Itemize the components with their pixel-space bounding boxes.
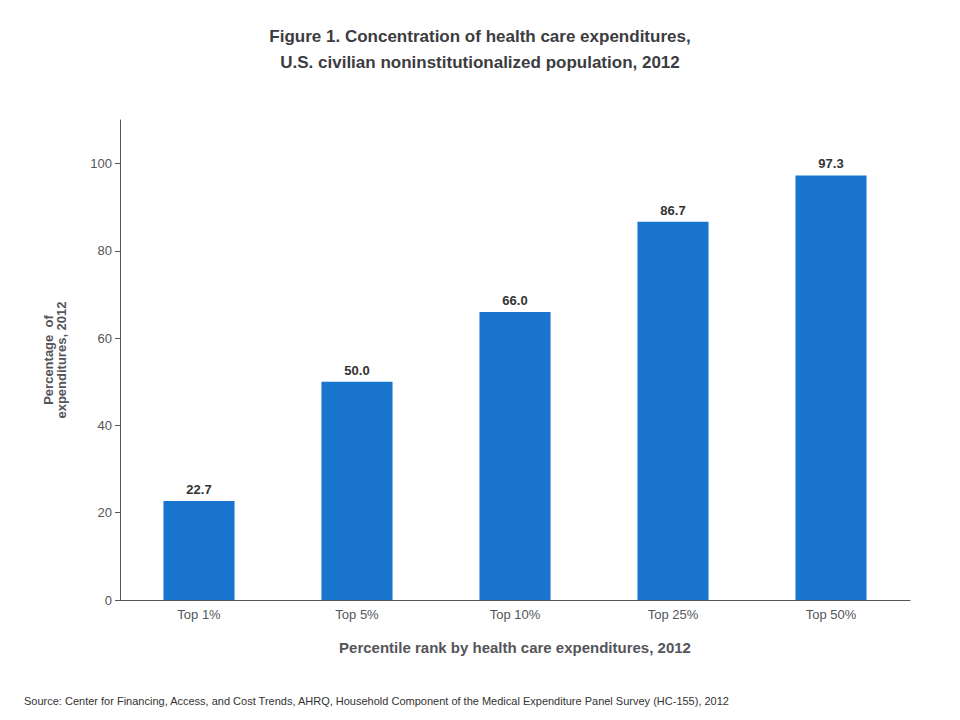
svg-text:66.0: 66.0 [502,293,527,308]
svg-text:40: 40 [98,418,112,433]
svg-text:86.7: 86.7 [660,203,685,218]
svg-text:0: 0 [105,593,112,608]
svg-text:100: 100 [90,156,112,171]
svg-text:Top 10%: Top 10% [490,607,541,622]
svg-text:80: 80 [98,243,112,258]
svg-text:50.0: 50.0 [344,363,369,378]
svg-text:Top 50%: Top 50% [806,607,857,622]
svg-text:Top 25%: Top 25% [648,607,699,622]
svg-text:22.7: 22.7 [186,482,211,497]
svg-text:Percentage of: Percentage of [41,315,56,405]
svg-text:U.S. civilian noninstitutional: U.S. civilian noninstitutionalized popul… [280,53,680,72]
svg-text:97.3: 97.3 [818,156,843,171]
svg-text:Top 1%: Top 1% [177,607,221,622]
svg-text:20: 20 [98,505,112,520]
svg-text:Percentile rank by health care: Percentile rank by health care expenditu… [339,639,691,656]
svg-text:expenditures, 2012: expenditures, 2012 [54,301,69,418]
svg-text:Top 5%: Top 5% [335,607,379,622]
svg-text:Figure 1. Concentration of hea: Figure 1. Concentration of health care e… [269,27,690,46]
svg-text:Source: Center for Financing,: Source: Center for Financing, Access, an… [24,695,729,707]
svg-text:60: 60 [98,331,112,346]
